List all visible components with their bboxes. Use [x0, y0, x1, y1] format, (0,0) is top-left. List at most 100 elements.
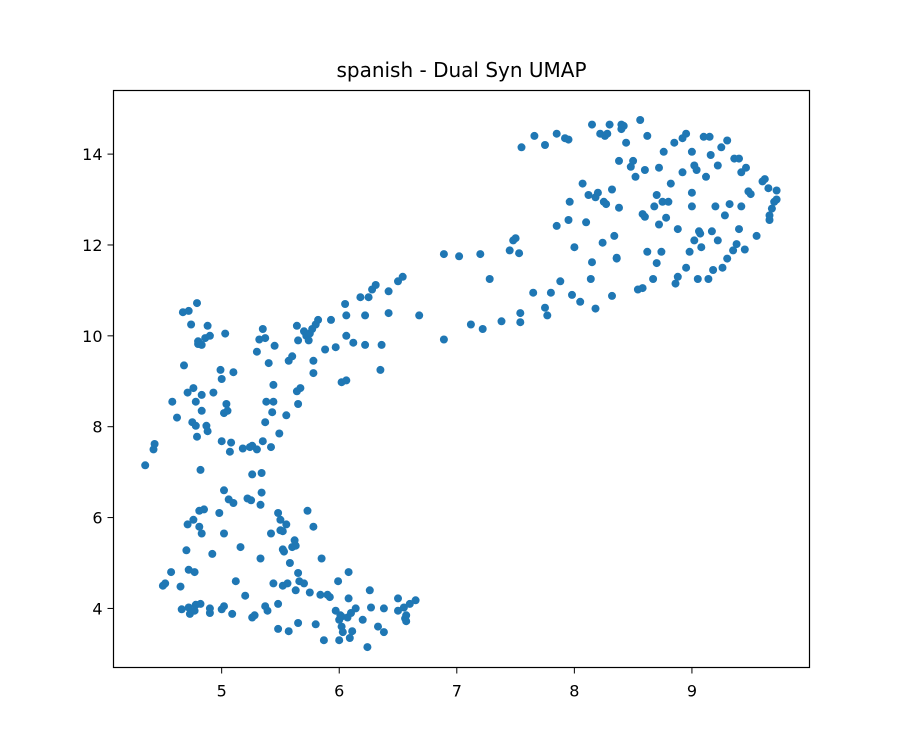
data-point: [311, 620, 320, 629]
data-point: [223, 406, 232, 415]
data-point: [247, 496, 256, 505]
data-point: [303, 506, 312, 515]
data-point: [269, 579, 278, 588]
data-point: [314, 315, 323, 324]
data-point: [356, 293, 365, 302]
data-point: [556, 277, 565, 286]
data-point: [317, 554, 326, 563]
data-point: [238, 444, 247, 453]
data-point: [564, 135, 573, 144]
data-point: [371, 281, 380, 289]
data-point: [516, 309, 525, 318]
data-point: [709, 266, 718, 274]
data-point: [345, 634, 354, 642]
data-point: [690, 236, 699, 245]
data-point: [439, 335, 448, 344]
data-point: [659, 147, 668, 156]
data-point: [191, 397, 200, 406]
data-point: [334, 577, 343, 586]
ticks-layer: 5 6 7 8 9 4 6 8 10 12 14: [82, 145, 697, 700]
data-point: [379, 628, 388, 637]
data-point: [693, 275, 702, 283]
data-point: [629, 156, 638, 165]
data-point: [193, 432, 201, 441]
data-point: [543, 311, 552, 320]
data-point: [294, 569, 303, 577]
data-point: [619, 121, 628, 130]
data-point: [591, 304, 600, 313]
data-point: [291, 586, 300, 595]
data-point: [650, 202, 659, 211]
data-point: [205, 331, 214, 340]
data-point: [361, 340, 370, 349]
data-point: [309, 356, 318, 365]
data-point: [190, 568, 199, 577]
data-point: [466, 320, 475, 329]
data-point: [344, 568, 353, 577]
data-point: [189, 384, 198, 393]
data-point: [183, 388, 192, 397]
data-point: [282, 520, 291, 529]
data-point: [161, 579, 170, 588]
data-point: [478, 325, 487, 333]
data-point: [402, 611, 411, 620]
data-point: [608, 291, 616, 300]
data-point: [335, 636, 344, 645]
x-tick-label: 8: [569, 682, 579, 701]
data-point: [670, 138, 679, 147]
data-point: [605, 120, 614, 129]
data-point: [704, 275, 713, 283]
data-point: [168, 397, 177, 406]
y-tick-label: 10: [82, 327, 102, 346]
data-point: [578, 179, 587, 188]
data-point: [327, 315, 335, 324]
data-point: [344, 594, 353, 603]
data-point: [341, 300, 350, 308]
data-point: [294, 400, 303, 408]
data-point: [570, 243, 579, 252]
data-point: [261, 418, 270, 427]
data-point: [735, 154, 743, 163]
data-point: [398, 272, 407, 281]
data-point: [252, 445, 261, 454]
data-point: [196, 465, 205, 474]
data-point: [193, 299, 201, 308]
data-point: [268, 408, 277, 417]
data-point: [584, 191, 593, 199]
data-point: [227, 438, 236, 447]
data-point: [384, 309, 393, 318]
data-point: [191, 421, 200, 430]
data-point: [439, 250, 448, 259]
x-tick-label: 5: [217, 682, 227, 701]
data-point: [598, 238, 607, 247]
data-point: [657, 247, 666, 256]
data-point: [411, 596, 420, 605]
data-point: [593, 188, 602, 197]
data-point: [294, 619, 303, 627]
data-point: [673, 225, 682, 234]
data-point: [655, 163, 663, 172]
data-point: [319, 636, 328, 645]
data-point: [220, 486, 228, 495]
data-point: [197, 529, 206, 538]
data-point: [636, 116, 645, 124]
data-point: [515, 249, 524, 258]
data-point: [274, 624, 283, 633]
data-point: [220, 602, 228, 611]
data-point: [173, 413, 181, 422]
y-tick-label: 14: [82, 145, 102, 164]
data-point: [197, 390, 206, 399]
data-point: [331, 343, 340, 352]
data-point: [707, 227, 716, 236]
data-point: [358, 615, 367, 624]
data-point: [638, 284, 647, 293]
data-point: [361, 311, 370, 320]
data-point: [221, 329, 230, 338]
data-point: [278, 527, 287, 536]
data-point: [184, 603, 193, 612]
data-point: [264, 359, 273, 368]
data-point: [220, 529, 228, 538]
data-point: [706, 151, 715, 159]
data-point: [631, 172, 640, 181]
data-point: [622, 138, 631, 147]
